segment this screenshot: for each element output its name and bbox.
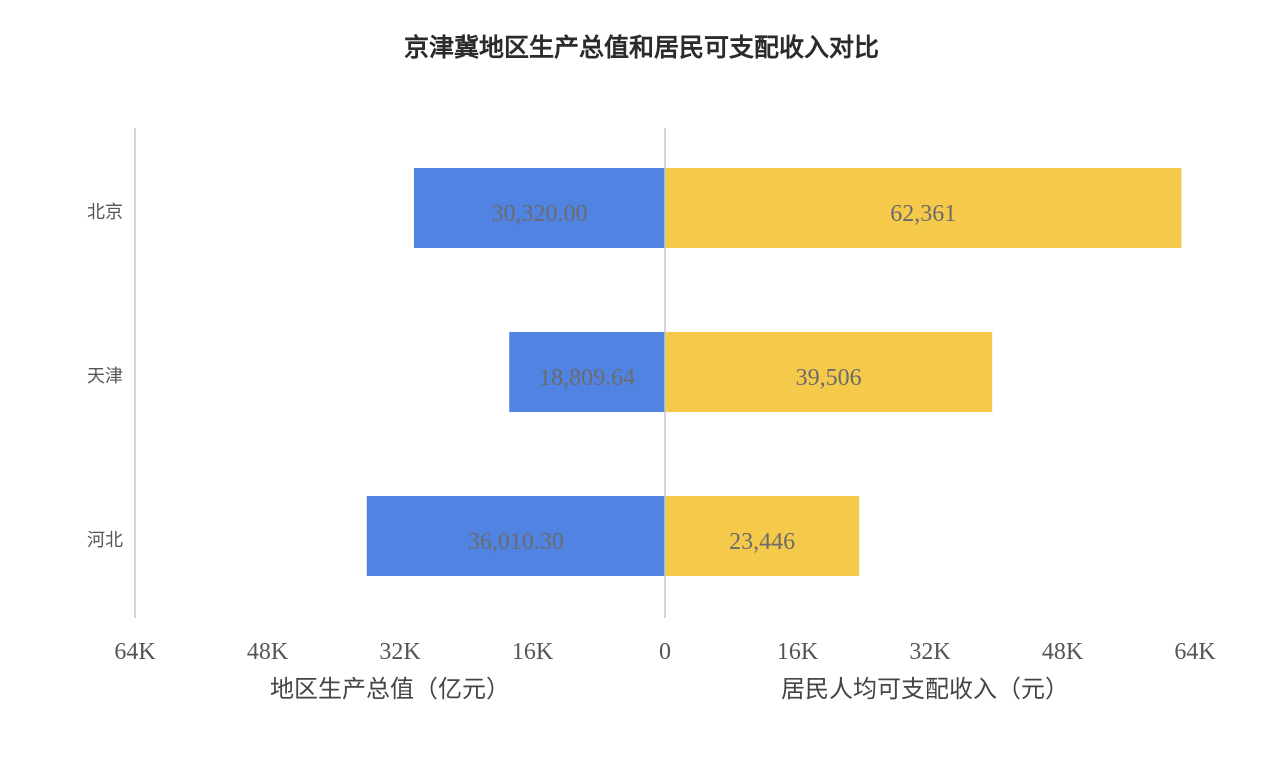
left-tick-3: 16K <box>512 639 554 665</box>
data-label-left-1: 18,809.64 <box>539 365 635 391</box>
category-label-0: 北京 <box>87 202 123 223</box>
data-label-right-0: 62,361 <box>890 201 956 227</box>
bar-left-0 <box>413 168 665 248</box>
bar-right-2 <box>665 496 860 576</box>
bar-right-1 <box>665 332 993 412</box>
left-tick-2: 32K <box>379 639 421 665</box>
right-tick-2: 32K <box>909 639 951 665</box>
category-label-1: 天津 <box>87 366 123 387</box>
labels-layer: 30,320.00 62,361 北京 18,809.64 39,506 天津 36,010… <box>87 201 1216 665</box>
right-axis-title: 居民人均可支配收入（元） <box>781 675 1069 703</box>
right-tick-1: 16K <box>777 639 819 665</box>
bar-right-0 <box>665 168 1182 248</box>
left-tick-0: 64K <box>114 639 156 665</box>
category-label-2: 河北 <box>87 530 123 551</box>
right-tick-4: 64K <box>1174 639 1216 665</box>
chart-title: 京津冀地区生产总值和居民可支配收入对比 <box>403 33 879 62</box>
right-tick-0: 0 <box>659 639 671 665</box>
bars-layer <box>366 168 1182 576</box>
data-label-right-1: 39,506 <box>796 365 862 391</box>
data-label-left-0: 30,320.00 <box>491 201 587 227</box>
data-label-left-2: 36,010.30 <box>468 529 564 555</box>
left-tick-1: 48K <box>247 639 289 665</box>
right-tick-3: 48K <box>1042 639 1084 665</box>
data-label-right-2: 23,446 <box>729 529 795 555</box>
bar-left-2 <box>366 496 665 576</box>
left-axis-title: 地区生产总值（亿元） <box>270 675 510 703</box>
bar-left-1 <box>509 332 665 412</box>
